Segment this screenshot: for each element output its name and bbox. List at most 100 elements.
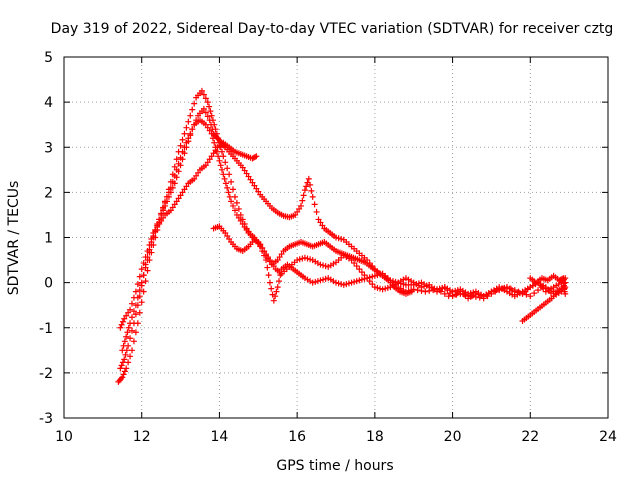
data-point: [158, 210, 165, 217]
data-point: [177, 192, 184, 199]
data-point: [422, 288, 429, 295]
data-point: [211, 139, 218, 146]
data-point: [136, 309, 143, 316]
data-point: [538, 284, 545, 291]
data-point: [129, 314, 135, 321]
data-point: [187, 130, 194, 137]
data-point: [251, 182, 258, 189]
data-point: [127, 335, 134, 342]
data-point: [171, 172, 178, 179]
data-point: [299, 197, 306, 204]
data-point: [209, 135, 216, 142]
data-point: [179, 189, 186, 196]
data-point: [266, 258, 273, 265]
data-point: [224, 165, 231, 172]
data-point: [230, 202, 237, 209]
data-point: [217, 162, 224, 169]
data-point: [358, 269, 365, 276]
data-point: [527, 293, 534, 300]
data-point: [144, 267, 151, 274]
data-point: [453, 291, 460, 298]
data-point: [276, 254, 283, 261]
data-point: [233, 211, 240, 218]
data-point: [138, 266, 145, 273]
data-point: [189, 126, 196, 133]
data-point: [270, 297, 277, 304]
data-point: [226, 171, 233, 178]
data-point: [127, 353, 134, 360]
data-point: [208, 153, 215, 160]
data-point: [430, 287, 437, 294]
data-point: [121, 356, 128, 363]
y-tick-label: 3: [44, 140, 53, 156]
data-point: [426, 287, 433, 294]
data-point: [181, 186, 188, 193]
data-point: [480, 295, 487, 302]
data-point: [469, 293, 475, 300]
data-point: [177, 142, 184, 149]
data-point: [175, 160, 182, 167]
data-point: [208, 130, 215, 137]
data-point: [220, 153, 227, 160]
data-point: [167, 207, 174, 214]
data-point: [441, 290, 448, 297]
data-point: [496, 287, 503, 294]
data-point: [535, 287, 542, 294]
data-point: [204, 99, 211, 106]
data-point: [233, 199, 240, 206]
data-point: [129, 300, 135, 307]
data-point: [202, 162, 209, 169]
data-point: [369, 281, 376, 288]
data-point: [272, 293, 279, 300]
data-point: [134, 320, 141, 327]
data-point: [274, 257, 281, 264]
data-point: [185, 118, 192, 125]
data-point: [216, 157, 223, 164]
data-point: [268, 285, 275, 292]
data-point: [220, 171, 227, 178]
data-points: [115, 87, 569, 385]
data-point: [117, 365, 124, 372]
data-point: [308, 187, 315, 194]
data-point: [243, 170, 250, 177]
data-point: [523, 291, 530, 298]
data-point: [156, 220, 163, 227]
data-point: [303, 183, 310, 190]
data-point: [204, 124, 211, 131]
data-point: [472, 293, 479, 300]
data-point: [562, 290, 569, 297]
data-point: [195, 169, 202, 176]
x-tick-label: 24: [599, 429, 617, 445]
data-point: [125, 324, 132, 331]
data-point: [206, 156, 213, 163]
data-point: [219, 166, 226, 173]
data-point: [140, 260, 147, 267]
data-point: [239, 220, 246, 227]
data-point: [183, 139, 190, 146]
data-point: [124, 329, 131, 336]
data-point: [492, 288, 499, 295]
data-point: [507, 285, 514, 292]
data-point: [298, 202, 305, 209]
data-point: [230, 186, 237, 193]
data-point: [274, 284, 281, 291]
data-point: [252, 154, 259, 161]
y-tick-label: 0: [44, 276, 53, 292]
data-point: [150, 229, 157, 236]
x-axis-label: GPS time / hours: [276, 458, 393, 474]
data-point: [144, 257, 151, 264]
data-point: [191, 100, 198, 107]
data-point: [351, 260, 358, 267]
data-point: [163, 193, 170, 200]
data-point: [169, 204, 176, 211]
data-point: [241, 223, 248, 230]
data-point: [215, 135, 222, 142]
data-point: [261, 248, 268, 255]
data-point: [123, 365, 130, 372]
data-point: [130, 338, 137, 345]
x-tick-label: 14: [211, 429, 229, 445]
data-point: [179, 148, 186, 155]
data-point: [169, 178, 176, 185]
y-tick-label: 1: [44, 231, 53, 247]
